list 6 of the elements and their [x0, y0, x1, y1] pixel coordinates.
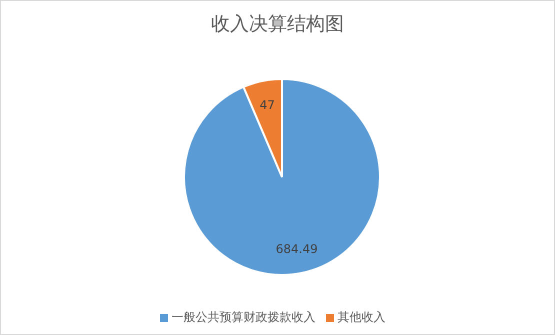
data-label: 47	[260, 98, 275, 112]
data-label: 684.49	[276, 242, 318, 256]
chart-title: 收入决算结构图	[210, 12, 345, 37]
legend-label: 其他收入	[338, 310, 386, 324]
legend-label: 一般公共预算财政拨款收入	[172, 310, 316, 324]
pie-slice	[183, 78, 381, 276]
